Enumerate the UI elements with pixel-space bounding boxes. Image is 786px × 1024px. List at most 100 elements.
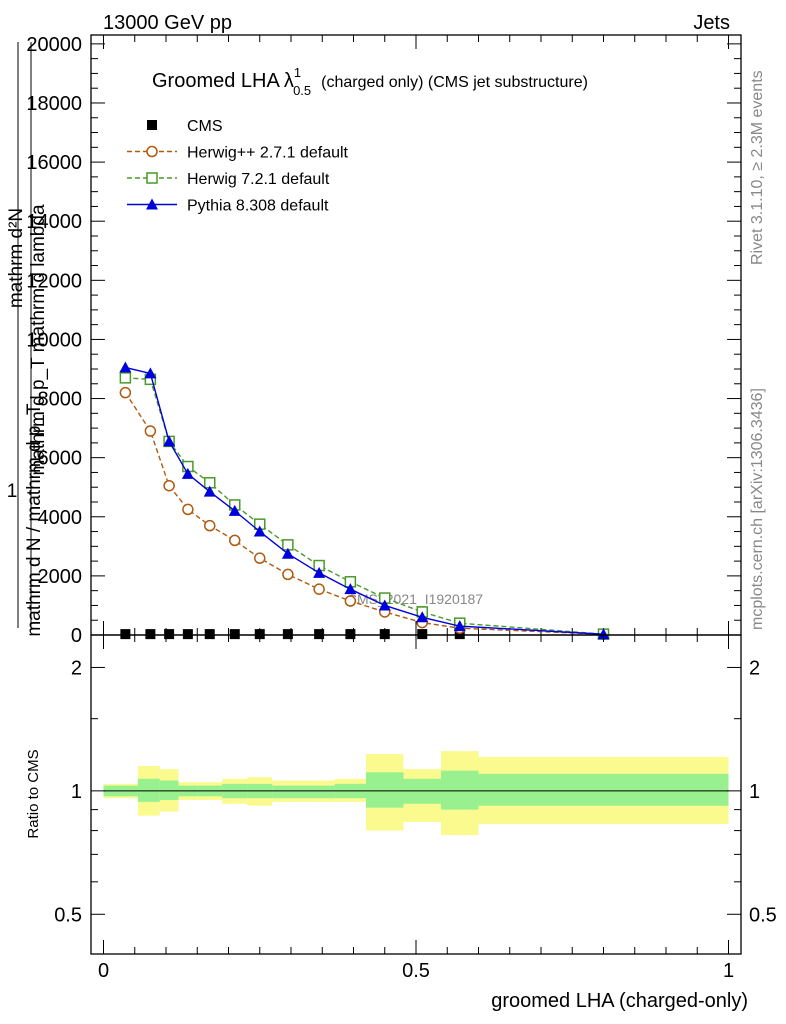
data-point — [203, 485, 216, 497]
series-line — [125, 366, 604, 635]
stat-uncertainty-band — [137, 778, 160, 802]
data-point — [144, 367, 157, 379]
data-point — [453, 620, 466, 632]
data-point — [163, 435, 176, 447]
data-point — [378, 599, 391, 611]
data-point — [454, 629, 465, 640]
stat-uncertainty-band — [478, 773, 729, 806]
legend: CMS Herwig++ 2.7.1 default Herwig 7.2.1 de… — [127, 118, 349, 215]
data-point — [119, 386, 132, 399]
ratio-y-tick-label: 2 — [71, 657, 82, 679]
ratio-y-tick-label: 1 — [71, 781, 82, 803]
title-subscript: 0.5 — [293, 83, 311, 98]
main-ticks — [91, 35, 741, 636]
y-tick-label: 18000 — [26, 93, 82, 115]
legend-label: Pythia 8.308 default — [187, 198, 329, 215]
y-tick-label: 6000 — [38, 448, 83, 470]
data-point — [163, 479, 175, 492]
y-tick-label: 0 — [71, 625, 82, 647]
data-point — [282, 629, 293, 640]
data-point — [145, 629, 156, 640]
y-tick-label: 16000 — [26, 152, 82, 174]
data-point — [344, 583, 357, 595]
main-panel: 0 2000 4000 6000 8000 10000 12000 14000 16000 180… — [6, 34, 742, 647]
energy-label: 13000 GeV pp — [103, 12, 232, 34]
title-rest: (charged only) (CMS jet substructure) — [321, 74, 588, 91]
data-point — [181, 467, 194, 479]
main-y-axis-title: mathrm d²N mathrm d p_T mathrm d lambda … — [6, 42, 49, 637]
stat-uncertainty-band — [272, 785, 304, 799]
data-point — [182, 629, 193, 640]
x-tick-label: 0 — [98, 960, 109, 982]
ratio-y-tick-label-right: 1 — [749, 781, 760, 803]
ratio-bands — [103, 751, 729, 836]
title-main: Groomed LHA — [152, 70, 280, 92]
data-point — [164, 629, 175, 640]
stat-uncertainty-band — [303, 785, 335, 799]
process-label: Jets — [693, 12, 730, 34]
ylabel-one: 1 — [7, 481, 18, 502]
ratio-frame — [90, 634, 742, 955]
y-tick-label: 8000 — [38, 389, 83, 411]
legend-marker — [147, 120, 157, 130]
data-point — [204, 519, 216, 532]
data-point — [379, 629, 390, 640]
data-point — [313, 583, 325, 595]
data-point — [416, 611, 429, 623]
legend-marker — [146, 145, 158, 158]
ratio-panel: 0.5 0.5 1 1 2 2 0 0.5 1 Ratio to CMS groomed LH… — [25, 634, 777, 1012]
data-point — [144, 425, 157, 437]
data-point — [345, 629, 356, 640]
ylabel-denominator: mathrm d p_T mathrm d lambda — [28, 204, 49, 475]
plot-title: Groomed LHA λ1 0.5 (charged only) (CMS jet … — [152, 65, 588, 98]
stat-uncertainty-band — [366, 772, 404, 808]
data-point — [229, 534, 241, 547]
series-cms — [120, 629, 609, 640]
data-point — [281, 547, 294, 559]
y-tick-label: 12000 — [26, 270, 82, 292]
ylabel-numerator: mathrm d²N — [6, 208, 27, 308]
data-point — [229, 629, 240, 640]
legend-item: Pythia 8.308 default — [127, 198, 329, 215]
data-point — [119, 361, 132, 373]
ratio-x-tick-labels: 0 0.5 1 — [98, 960, 734, 982]
main-y-tick-labels: 0 2000 4000 6000 8000 10000 12000 14000 16000 180… — [26, 34, 82, 647]
ratio-y-tick-label: 0.5 — [54, 904, 82, 926]
legend-item: Herwig++ 2.7.1 default — [127, 145, 349, 162]
legend-marker — [146, 198, 158, 210]
main-series — [119, 361, 610, 641]
data-point — [204, 629, 215, 640]
legend-item: Herwig 7.2.1 default — [127, 171, 330, 188]
title-symbol: λ — [284, 70, 294, 92]
legend-marker — [146, 172, 158, 184]
data-point — [313, 566, 326, 578]
legend-item: CMS — [147, 118, 223, 135]
stat-uncertainty-band — [159, 780, 179, 800]
data-point — [228, 504, 241, 516]
data-point — [182, 503, 194, 516]
x-axis-title: groomed LHA (charged-only) — [491, 990, 748, 1012]
x-tick-label: 0.5 — [402, 960, 430, 982]
y-tick-label: 14000 — [26, 211, 82, 233]
legend-label: Herwig 7.2.1 default — [187, 171, 330, 188]
ratio-y-axis-title: Ratio to CMS — [25, 749, 42, 838]
y-tick-label: 10000 — [26, 329, 82, 351]
title-superscript: 1 — [294, 65, 301, 80]
legend-label: CMS — [187, 118, 223, 135]
data-point — [254, 552, 266, 564]
data-point — [417, 629, 428, 640]
data-point — [253, 525, 266, 537]
ratio-y-tick-labels: 0.5 0.5 1 1 2 2 — [54, 657, 777, 926]
data-point — [344, 595, 357, 607]
data-point — [597, 628, 610, 640]
ratio-y-tick-label-right: 2 — [749, 657, 760, 679]
stat-uncertainty-band — [441, 770, 479, 810]
data-point — [282, 568, 294, 581]
y-tick-label: 2000 — [38, 566, 83, 588]
analysis-watermark: CMS_2021_I1920187 — [347, 591, 483, 607]
mcplots-label: mcplots.cern.ch [arXiv:1306.3436] — [749, 388, 766, 630]
data-point — [314, 629, 325, 640]
x-tick-label: 1 — [723, 960, 734, 982]
series-pythia-8-308-default — [119, 361, 610, 640]
